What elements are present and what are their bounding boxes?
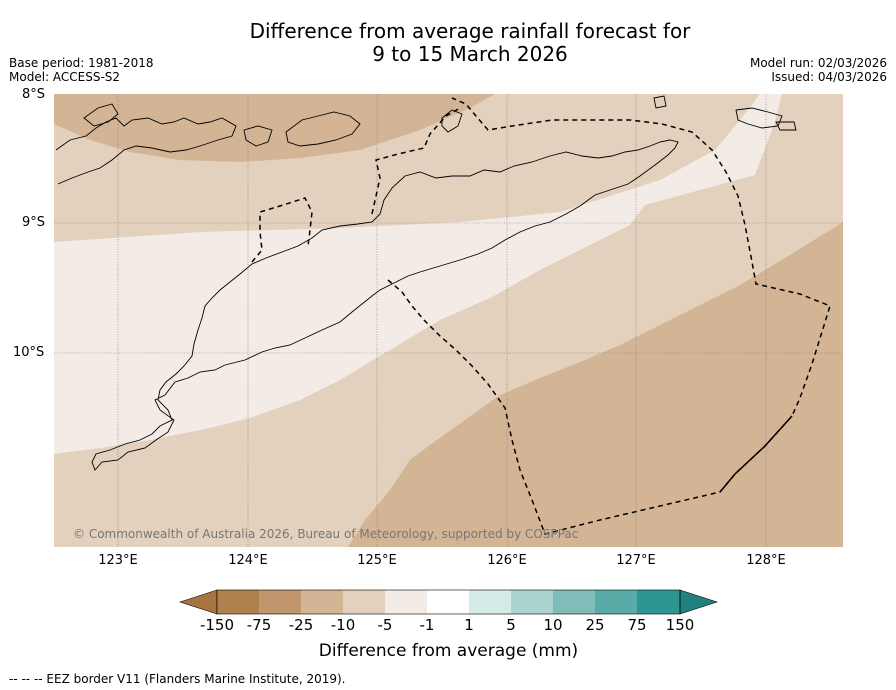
alor-coastline (55, 117, 237, 185)
band-minus25-south (348, 222, 843, 547)
lat-label-10s: 10°S (13, 345, 45, 360)
colorbar-label-minus5: -5 (377, 616, 393, 634)
base-period-text: Base period: 1981-2018 (9, 56, 154, 70)
colorbar-label-minus75: -75 (246, 616, 272, 634)
colorbar-bin-7 (469, 590, 511, 614)
colorbar-bin-3 (301, 590, 343, 614)
colorbar-bin-11 (637, 590, 680, 614)
lon-label-128e: 128°E (746, 553, 786, 568)
metadata-right: Model run: 02/03/2026 Issued: 04/03/2026 (750, 56, 887, 84)
metadata-left: Base period: 1981-2018 Model: ACCESS-S2 (9, 56, 154, 84)
map-title-line2: 9 to 15 March 2026 (372, 42, 568, 66)
eez-border-timor-leste (387, 97, 831, 535)
colorbar-label-minus10: -10 (330, 616, 356, 634)
atauro-coastline (441, 109, 463, 133)
colorbar-bin-10 (595, 590, 637, 614)
wetar-coastline (653, 95, 667, 109)
colorbar-frame (216, 589, 681, 615)
eez-border-solid (719, 415, 793, 493)
lon-label-126e: 126°E (487, 553, 527, 568)
colorbar-bin-1 (217, 590, 259, 614)
leti-coastline (775, 121, 797, 131)
colorbar-bin-4 (343, 590, 385, 614)
map-title: Difference from average rainfall forecas… (0, 20, 896, 66)
colorbar-extend-high (679, 589, 718, 615)
lat-label-8s: 8°S (22, 87, 46, 102)
colorbar (179, 589, 718, 615)
graticule (54, 94, 843, 547)
colorbar-label-minus25: -25 (288, 616, 314, 634)
colorbar-bin-8 (511, 590, 553, 614)
colorbar-label-minus150: -150 (199, 616, 235, 634)
colorbar-label-10: 10 (543, 616, 563, 634)
colorbar-label-minus1: -1 (419, 616, 435, 634)
rainfall-map (54, 94, 843, 547)
colorbar-label-25: 25 (585, 616, 605, 634)
pantar-coastline (243, 125, 273, 147)
issued-text: Issued: 04/03/2026 (771, 70, 887, 84)
coastlines (55, 95, 797, 471)
eez-borders (251, 97, 831, 535)
timor-coastline (91, 139, 679, 471)
colorbar-extend-low (179, 589, 218, 615)
copyright-text: © Commonwealth of Australia 2026, Bureau… (73, 527, 579, 541)
lon-label-123e: 123°E (98, 553, 138, 568)
eez-footnote: -- -- -- EEZ border V11 (Flanders Marine… (9, 672, 346, 686)
colorbar-title: Difference from average (mm) (318, 641, 579, 661)
colorbar-label-150: 150 (665, 616, 695, 634)
colorbar-bin-2 (259, 590, 301, 614)
band-minus25-north (54, 94, 495, 162)
map-title-line1: Difference from average rainfall forecas… (249, 19, 691, 43)
eez-border-oecusse (251, 197, 313, 263)
lon-label-124e: 124°E (228, 553, 268, 568)
lon-label-127e: 127°E (616, 553, 656, 568)
islet-coastline-2 (83, 103, 119, 127)
lat-label-9s: 9°S (22, 215, 46, 230)
colorbar-bin-9 (553, 590, 595, 614)
eez-border-north (371, 107, 461, 215)
colorbar-label-1: 1 (464, 616, 474, 634)
colorbar-bin-6 (427, 590, 469, 614)
colorbar-label-75: 75 (627, 616, 647, 634)
band-minus5 (54, 94, 782, 454)
colorbar-label-5: 5 (506, 616, 516, 634)
model-run-text: Model run: 02/03/2026 (749, 56, 887, 70)
model-text: Model: ACCESS-S2 (9, 70, 121, 84)
colorbar-bin-5 (385, 590, 427, 614)
lon-label-125e: 125°E (357, 553, 397, 568)
islet-coastline-1 (285, 111, 361, 147)
